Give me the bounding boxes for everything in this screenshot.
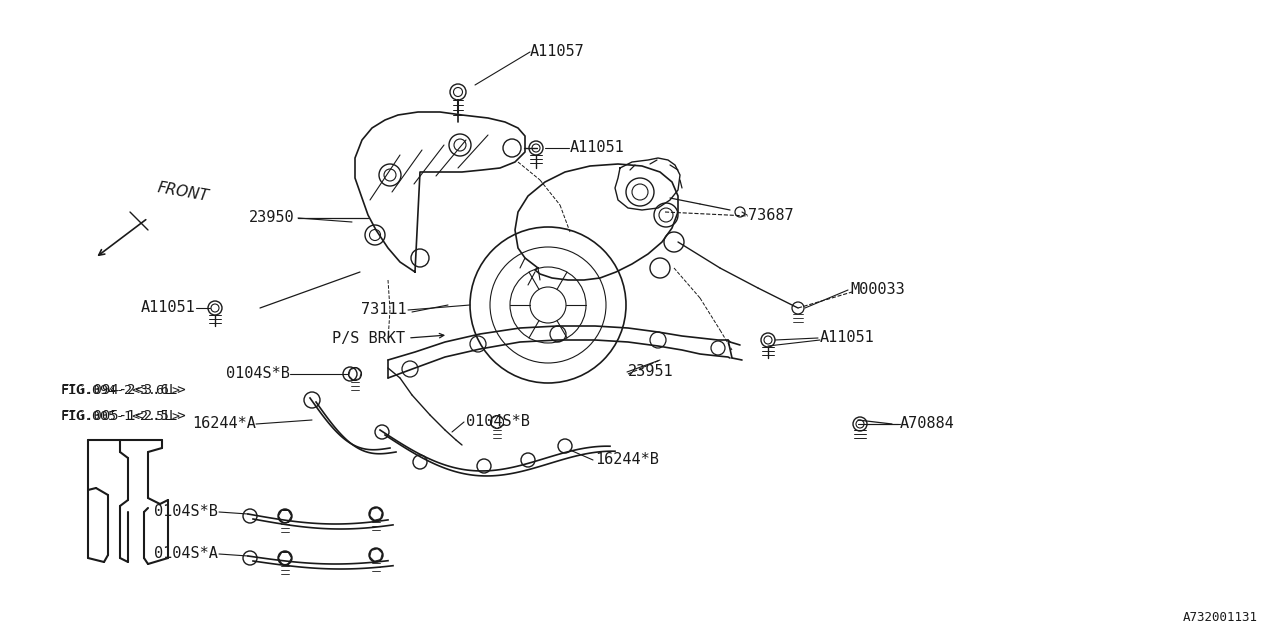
Text: 23951: 23951 — [628, 365, 673, 380]
Text: FIG.005-1<2.5L>: FIG.005-1<2.5L> — [60, 409, 186, 423]
Text: 0104S*B: 0104S*B — [154, 504, 218, 520]
Text: A11051: A11051 — [820, 330, 874, 346]
Text: FIG.094-2<3.6L>: FIG.094-2<3.6L> — [60, 383, 186, 397]
Text: 0104S*B: 0104S*B — [227, 367, 291, 381]
Text: 16244*A: 16244*A — [192, 417, 256, 431]
Text: A70884: A70884 — [900, 417, 955, 431]
Text: A11057: A11057 — [530, 45, 585, 60]
Text: 0104S*B: 0104S*B — [466, 415, 530, 429]
Text: A732001131: A732001131 — [1183, 611, 1258, 624]
Text: 16244*B: 16244*B — [595, 452, 659, 467]
Text: FRONT: FRONT — [156, 180, 210, 204]
Text: P/S BRKT: P/S BRKT — [332, 330, 404, 346]
Text: 23950: 23950 — [250, 211, 294, 225]
Text: 73111: 73111 — [361, 303, 407, 317]
Text: A11051: A11051 — [141, 301, 195, 316]
Text: M00033: M00033 — [850, 282, 905, 298]
Text: A11051: A11051 — [570, 141, 625, 156]
Text: 0104S*A: 0104S*A — [154, 547, 218, 561]
Text: FIG.094-2<3.6L>: FIG.094-2<3.6L> — [60, 383, 180, 397]
Text: FIG.005-1<2.5L>: FIG.005-1<2.5L> — [60, 410, 180, 422]
Text: 73687: 73687 — [748, 207, 794, 223]
